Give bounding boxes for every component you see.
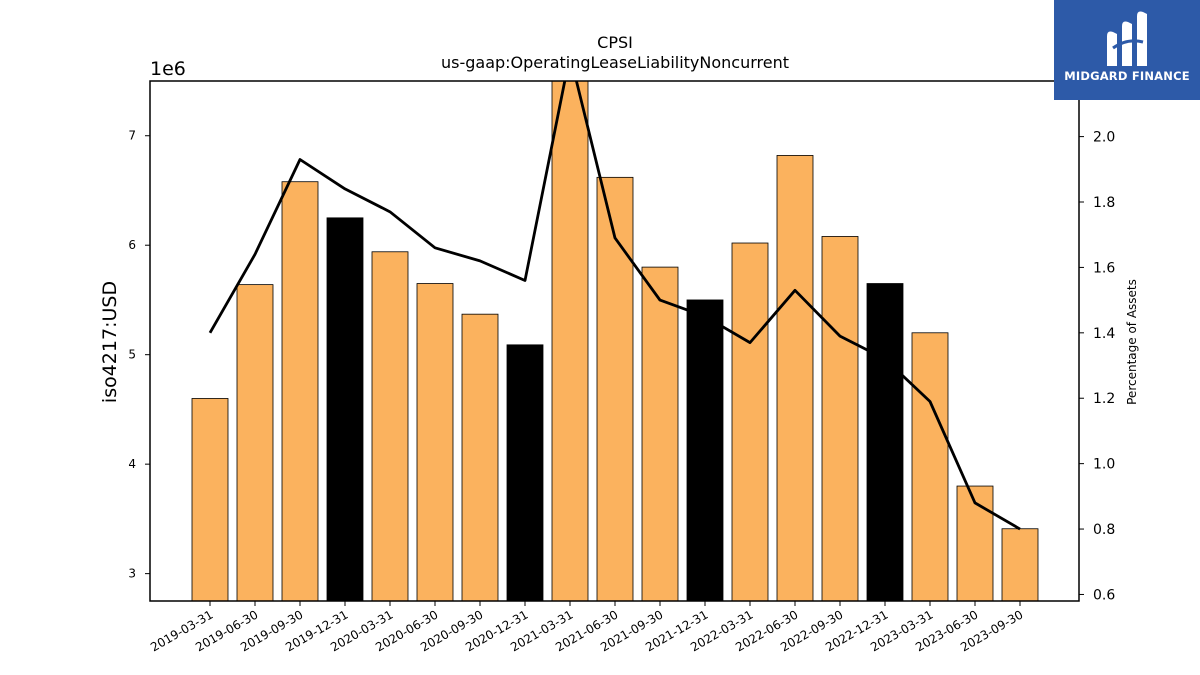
bar-2020-09-30: [461, 313, 499, 602]
y-tick-label: 5: [128, 348, 136, 362]
bar-2020-06-30: [416, 283, 454, 602]
bar-2019-09-30: [281, 181, 319, 602]
bar-2023-09-30: [1001, 528, 1039, 602]
bar-2020-03-31: [371, 251, 409, 602]
midgard-logo: MIDGARD FINANCE: [1054, 0, 1200, 100]
y2-tick-label: 1.0: [1093, 457, 1115, 473]
bar-2021-06-30: [596, 176, 634, 602]
bar-2021-03-31: [551, 80, 589, 602]
y-tick-label: 7: [128, 129, 136, 143]
y-tick-label: 3: [128, 567, 136, 581]
y2-tick-label: 1.4: [1093, 326, 1115, 342]
bar-2023-06-30: [956, 485, 994, 602]
bar-2021-09-30: [641, 266, 679, 602]
y-scale-label: 1e6: [150, 58, 186, 80]
logo-text: MIDGARD FINANCE: [1064, 69, 1190, 83]
y2-tick-label: 0.6: [1093, 587, 1115, 603]
bar-2020-12-31: [506, 344, 544, 602]
bar-2019-06-30: [236, 284, 274, 602]
y-tick-label: 6: [128, 238, 136, 252]
chart-subtitle: us-gaap:OperatingLeaseLiabilityNoncurren…: [441, 53, 789, 72]
y2-tick-label: 1.8: [1093, 195, 1115, 211]
y2-tick-label: 1.2: [1093, 391, 1115, 407]
bar-2019-03-31: [191, 398, 229, 602]
midgard-logo-icon: [1107, 11, 1147, 66]
bar-2019-12-31: [326, 217, 364, 602]
y2-tick-label: 0.8: [1093, 522, 1115, 538]
y-axis-label: iso4217:USD: [99, 281, 121, 403]
y2-axis-label: Percentage of Assets: [1125, 279, 1139, 405]
bar-2022-03-31: [731, 242, 769, 602]
bar-2022-09-30: [821, 236, 859, 602]
bar-2022-12-31: [866, 283, 904, 602]
bar-2022-06-30: [776, 155, 814, 602]
percentage-line: [208, 81, 1021, 531]
chart-title: CPSI: [597, 33, 633, 52]
bar-2021-12-31: [686, 299, 724, 602]
y2-tick-label: 2.0: [1093, 130, 1115, 146]
bar-2023-03-31: [911, 332, 949, 602]
y2-tick-label: 1.6: [1093, 260, 1115, 276]
y-tick-label: 4: [128, 457, 136, 471]
